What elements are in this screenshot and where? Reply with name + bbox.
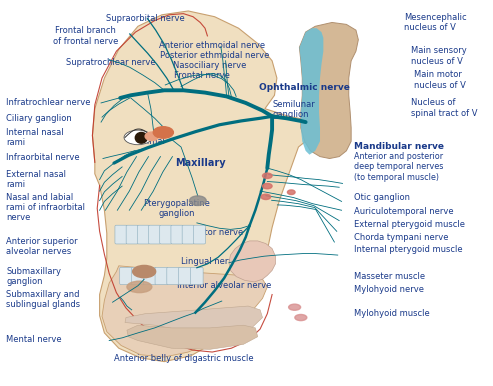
Text: Anterior and posterior
deep temporal nerves
(to temporal muscle): Anterior and posterior deep temporal ner…: [353, 152, 443, 182]
FancyBboxPatch shape: [115, 225, 127, 244]
Text: Anterior ethmoidal nerve: Anterior ethmoidal nerve: [159, 41, 265, 50]
FancyBboxPatch shape: [126, 225, 139, 244]
Text: Submaxillary and
sublingual glands: Submaxillary and sublingual glands: [6, 290, 80, 309]
FancyBboxPatch shape: [178, 267, 191, 284]
Polygon shape: [299, 28, 323, 155]
Text: Frontal branch
of frontal nerve: Frontal branch of frontal nerve: [53, 26, 118, 46]
Text: Nasociliary nerve: Nasociliary nerve: [173, 61, 246, 70]
FancyBboxPatch shape: [167, 267, 179, 284]
Text: Semilunar
ganglion: Semilunar ganglion: [272, 100, 315, 119]
Text: Infratrochlear nerve: Infratrochlear nerve: [6, 98, 91, 107]
Polygon shape: [125, 306, 262, 334]
Text: Anterior belly of digastric muscle: Anterior belly of digastric muscle: [114, 354, 253, 363]
Text: Lacrimal: Lacrimal: [130, 137, 166, 146]
Ellipse shape: [287, 190, 295, 195]
FancyBboxPatch shape: [190, 267, 203, 284]
Text: External pterygoid muscle: External pterygoid muscle: [353, 220, 464, 229]
Ellipse shape: [295, 315, 307, 321]
Polygon shape: [102, 266, 267, 357]
Text: Main sensory
nucleus of V: Main sensory nucleus of V: [411, 46, 467, 66]
FancyBboxPatch shape: [120, 267, 133, 284]
Polygon shape: [229, 241, 276, 282]
FancyBboxPatch shape: [160, 225, 172, 244]
FancyBboxPatch shape: [155, 267, 168, 284]
Text: Mylohyoid nerve: Mylohyoid nerve: [353, 285, 423, 294]
Text: Internal pterygoid muscle: Internal pterygoid muscle: [353, 245, 462, 254]
Text: Frontal nerve: Frontal nerve: [174, 71, 230, 80]
Text: Supratrochlear nerve: Supratrochlear nerve: [66, 58, 156, 67]
Text: Buccinator nerve: Buccinator nerve: [171, 228, 244, 237]
FancyBboxPatch shape: [148, 225, 161, 244]
FancyBboxPatch shape: [132, 267, 144, 284]
FancyBboxPatch shape: [138, 225, 149, 244]
Text: Internal nasal
rami: Internal nasal rami: [6, 128, 64, 147]
Text: Mental nerve: Mental nerve: [6, 335, 62, 344]
Text: Lingual nerve: Lingual nerve: [181, 257, 239, 266]
Text: Otic ganglion: Otic ganglion: [353, 193, 410, 202]
Text: External nasal
rami: External nasal rami: [6, 170, 66, 189]
FancyBboxPatch shape: [182, 225, 194, 244]
Ellipse shape: [262, 173, 272, 178]
Ellipse shape: [135, 132, 147, 143]
Text: Nucleus of
spinal tract of V: Nucleus of spinal tract of V: [411, 98, 478, 118]
Ellipse shape: [189, 196, 206, 205]
Text: Main motor
nucleus of V: Main motor nucleus of V: [415, 70, 466, 90]
Text: Posterior ethmoidal nerve: Posterior ethmoidal nerve: [160, 51, 269, 60]
Text: Supraorbital nerve: Supraorbital nerve: [106, 14, 184, 23]
Ellipse shape: [261, 194, 271, 200]
Text: Anterior superior
alveolar nerves: Anterior superior alveolar nerves: [6, 237, 78, 256]
Ellipse shape: [262, 183, 272, 189]
Text: Maxillary: Maxillary: [175, 158, 225, 168]
Ellipse shape: [124, 130, 152, 145]
Text: Mandibular nerve: Mandibular nerve: [353, 142, 444, 151]
Ellipse shape: [133, 266, 156, 278]
Text: Ophthalmic nerve: Ophthalmic nerve: [259, 83, 350, 92]
Polygon shape: [92, 11, 322, 362]
Text: Nasal and labial
rami of infraorbital
nerve: Nasal and labial rami of infraorbital ne…: [6, 193, 85, 222]
Ellipse shape: [127, 281, 152, 293]
Text: Mylohyoid muscle: Mylohyoid muscle: [353, 309, 429, 318]
Ellipse shape: [288, 304, 301, 310]
Polygon shape: [299, 22, 358, 159]
Text: Pterygopalatine
ganglion: Pterygopalatine ganglion: [143, 199, 210, 218]
Text: Mesencephalic
nucleus of V: Mesencephalic nucleus of V: [404, 13, 466, 32]
Text: Ciliary ganglion: Ciliary ganglion: [6, 114, 72, 123]
FancyBboxPatch shape: [143, 267, 156, 284]
Ellipse shape: [153, 127, 174, 138]
Polygon shape: [127, 325, 258, 349]
Text: Interior alveolar nerve: Interior alveolar nerve: [177, 281, 271, 290]
Text: Chorda tympani nerve: Chorda tympani nerve: [353, 233, 448, 242]
Text: Submaxillary
ganglion: Submaxillary ganglion: [6, 267, 61, 286]
Text: Masseter muscle: Masseter muscle: [353, 272, 424, 281]
FancyBboxPatch shape: [193, 225, 206, 244]
Ellipse shape: [145, 132, 159, 141]
Text: Auriculotemporal nerve: Auriculotemporal nerve: [353, 207, 453, 216]
Text: Infraorbital nerve: Infraorbital nerve: [6, 153, 80, 162]
FancyBboxPatch shape: [171, 225, 183, 244]
